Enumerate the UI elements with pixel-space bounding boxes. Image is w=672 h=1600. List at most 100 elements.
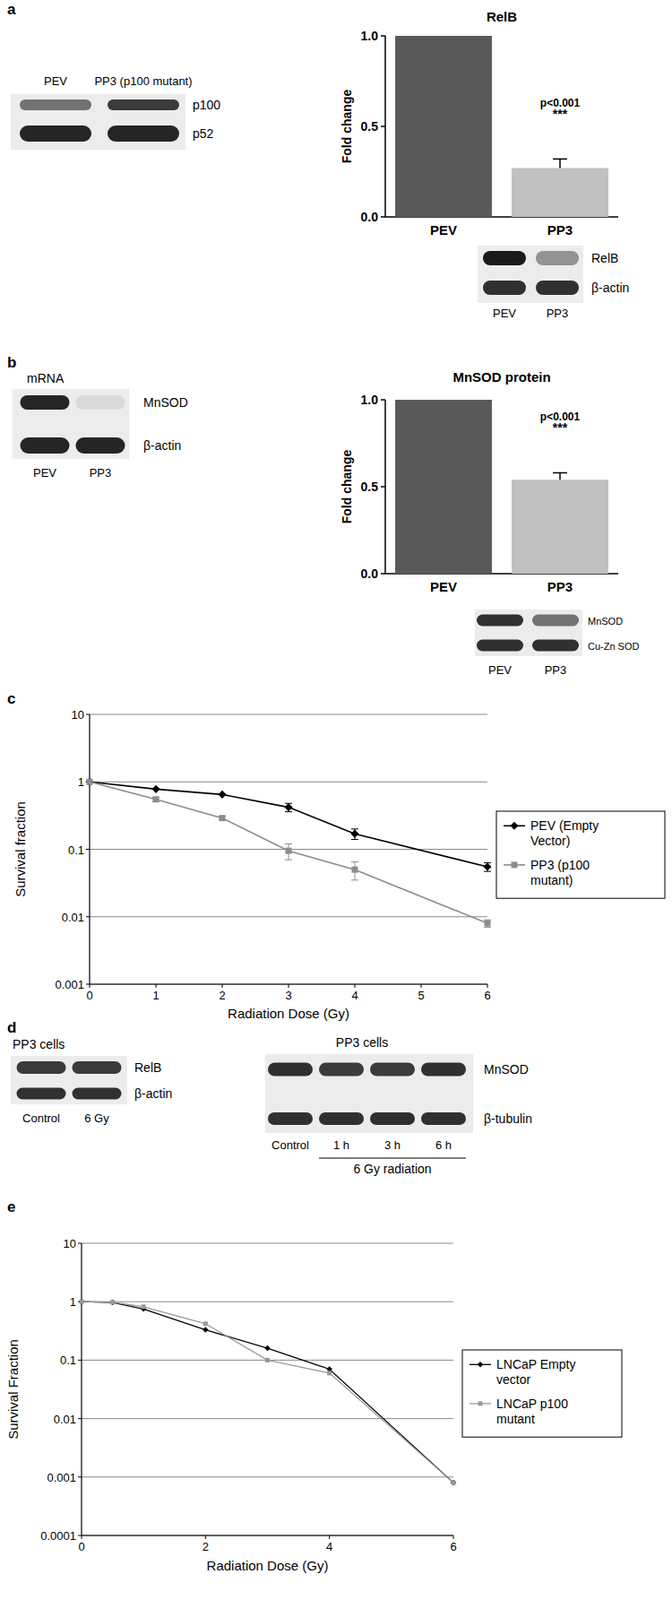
blot-background: [477, 245, 584, 303]
group-label: 6 Gy radiation: [353, 1161, 431, 1176]
tick-label: 0.1: [68, 843, 85, 857]
legend-line-text: mutant: [496, 1411, 535, 1426]
legend-label: PEV (EmptyVector): [530, 818, 599, 848]
legend-line-text: vector: [496, 1371, 531, 1387]
legend-label: LNCaP Emptyvector: [496, 1356, 576, 1387]
marker: [450, 1479, 457, 1486]
tick-label: 1: [69, 1294, 77, 1309]
lane-label: 1 h: [333, 1137, 350, 1152]
legend-marker: [509, 821, 518, 830]
band: [482, 250, 526, 266]
panel-label: d: [7, 1018, 17, 1036]
band: [107, 99, 180, 111]
error-cap: [351, 827, 359, 829]
marker: [86, 778, 94, 785]
blot-background: [10, 1055, 128, 1104]
blot-caption: PP3 cells: [336, 1034, 388, 1050]
western-blot: MnSODβ-tubulinControl1 h3 h6 hPP3 cells6…: [265, 1034, 533, 1176]
legend-line-text: LNCaP p100: [496, 1395, 569, 1411]
lane-label: PEV: [33, 465, 57, 480]
tick: [81, 1534, 83, 1539]
axis-title: Radiation Dose (Gy): [227, 1005, 350, 1021]
tick-label: 4: [326, 1539, 333, 1553]
row-label: β-actin: [134, 1085, 173, 1101]
blot-caption: PP3 cells: [12, 1036, 65, 1052]
row-label: β-actin: [143, 438, 181, 453]
legend: LNCaP Emptyvector LNCaP p100mutant: [462, 1349, 622, 1437]
tick-label: 10: [63, 1236, 77, 1250]
marker: [352, 866, 359, 873]
axis-title: Survival fraction: [12, 801, 28, 897]
error-bar: [483, 919, 492, 927]
marker: [217, 790, 226, 799]
western-blot: p100p52PEVPP3 (p100 mutant): [10, 74, 221, 150]
lane-label: PEV: [488, 663, 512, 677]
band: [19, 99, 92, 111]
line-chart: 0.00010.0010.010.11100246Radiation Dose …: [5, 1236, 457, 1573]
tick: [354, 983, 356, 988]
tick-label: 0.1: [60, 1352, 77, 1367]
tick-label: 3: [284, 988, 292, 1002]
axis-title: Fold change: [339, 89, 354, 164]
x-axis: [81, 1533, 454, 1535]
marker: [451, 1480, 457, 1485]
tick-label: 4: [351, 988, 358, 1002]
tick: [205, 1534, 207, 1539]
tick-label: 0.01: [61, 910, 85, 924]
band: [421, 1111, 466, 1125]
marker: [264, 1344, 271, 1352]
tick-label: 0.5: [361, 479, 380, 494]
legend-line-text: LNCaP Empty: [496, 1356, 576, 1371]
axis-title: Radiation Dose (Gy): [206, 1557, 329, 1573]
error-bar: [284, 802, 293, 811]
tick-label: 0.0: [361, 209, 380, 224]
error-cap: [351, 838, 359, 840]
western-blot: MnSODCu-Zn SODPEVPP3: [474, 609, 640, 677]
band: [370, 1111, 415, 1125]
error-bar: [552, 158, 568, 168]
marker: [265, 1357, 270, 1362]
panel-label: c: [7, 689, 16, 707]
band: [76, 395, 126, 410]
y-axis: [80, 1242, 82, 1535]
group-line: [318, 1157, 466, 1159]
tick-label: 0: [77, 1539, 85, 1553]
tick: [380, 125, 386, 128]
lane-label: PP3: [89, 465, 112, 480]
marker: [284, 802, 293, 811]
axis-title: Survival Fraction: [5, 1338, 21, 1439]
tick-label: 2: [218, 988, 225, 1002]
band: [20, 437, 70, 454]
band: [535, 280, 579, 295]
lane-label: 6 h: [435, 1137, 452, 1152]
blot-background: [265, 1053, 474, 1133]
marker: [219, 814, 226, 821]
error-cap: [483, 926, 492, 928]
tick-label: 1: [152, 988, 159, 1002]
line-chart: 0.0010.010.11100123456Radiation Dose (Gy…: [12, 707, 492, 1021]
lane-label: PP3: [544, 663, 568, 677]
grid-line: [81, 1475, 454, 1477]
grid-line: [89, 915, 488, 917]
band: [318, 1111, 364, 1125]
category-label: PEV: [430, 578, 457, 595]
western-blot: RelBβ-actinPEVPP3: [477, 245, 629, 320]
band: [17, 1087, 67, 1100]
lane-label: PEV: [43, 74, 68, 88]
error-cap: [284, 859, 293, 861]
lane-label: Control: [22, 1111, 61, 1125]
tick-label: 10: [71, 707, 85, 722]
band: [421, 1062, 466, 1077]
band: [532, 614, 579, 627]
error-bar: [483, 862, 492, 872]
marker: [153, 795, 160, 802]
band: [76, 437, 126, 454]
grid-line: [81, 1534, 454, 1536]
tick: [89, 983, 91, 988]
band: [72, 1060, 122, 1074]
tick-label: 6: [483, 988, 491, 1002]
tick-label: 6: [449, 1539, 457, 1553]
tick-label: 0.0: [361, 566, 380, 581]
y-axis: [88, 714, 90, 984]
row-label: RelB: [134, 1059, 162, 1075]
